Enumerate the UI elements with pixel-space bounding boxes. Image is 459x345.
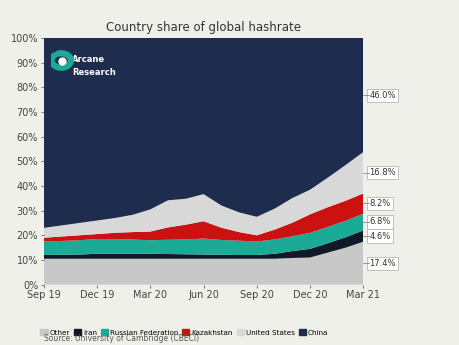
Title: Country share of global hashrate: Country share of global hashrate <box>106 21 300 34</box>
Legend: Other, Iran, Russian Federation, Kazakhstan, United States, China: Other, Iran, Russian Federation, Kazakhs… <box>37 326 330 338</box>
Text: 46.0%: 46.0% <box>369 91 395 100</box>
Text: 4.6%: 4.6% <box>369 231 390 240</box>
Text: 8.2%: 8.2% <box>369 199 390 208</box>
Text: 6.8%: 6.8% <box>369 217 390 226</box>
Text: 17.4%: 17.4% <box>369 259 395 268</box>
Text: 16.8%: 16.8% <box>369 168 395 177</box>
Text: Arcane: Arcane <box>72 55 105 64</box>
Text: Source: University of Cambridge (CBECI): Source: University of Cambridge (CBECI) <box>44 334 198 343</box>
Text: Research: Research <box>72 68 116 77</box>
